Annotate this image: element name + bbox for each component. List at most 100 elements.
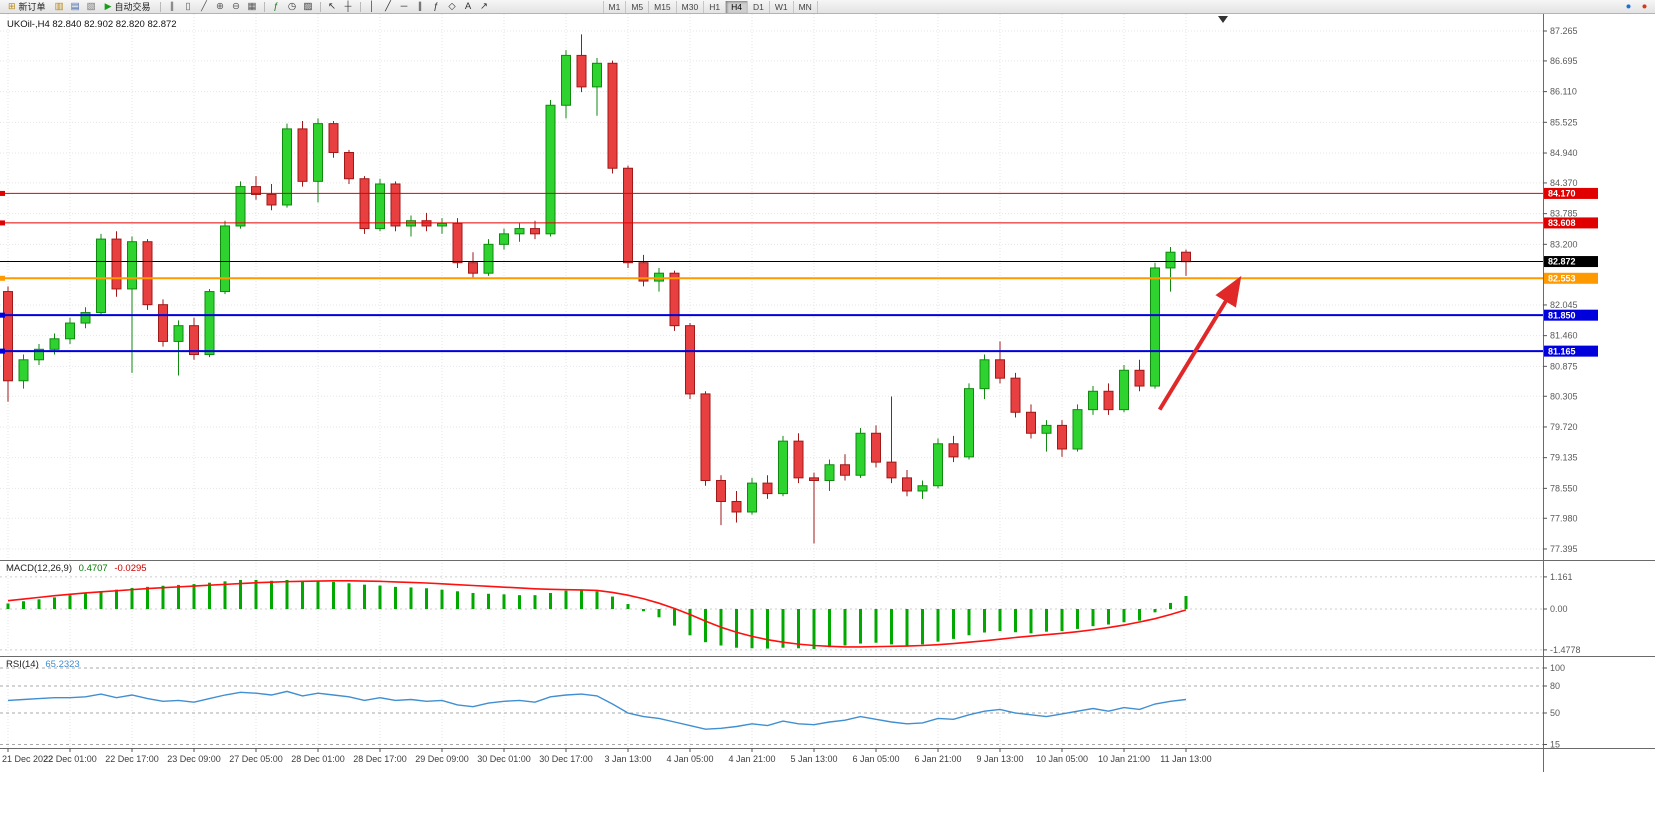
timeframe-mn[interactable]: MN	[794, 0, 818, 13]
news-icon[interactable]: ●	[1641, 1, 1648, 12]
macd-name: MACD(12,26,9)	[6, 563, 72, 574]
shapes-icon[interactable]: ◇	[448, 1, 456, 12]
bull-candle	[204, 291, 215, 356]
candlestick-chart-icon[interactable]: ▯	[185, 1, 191, 12]
tile-windows-icon[interactable]: ▦	[247, 1, 257, 12]
price-tick-label: 83.785	[1550, 209, 1578, 219]
data-window-icon[interactable]: ▤	[70, 1, 80, 12]
bull-candle	[917, 485, 928, 492]
bull-candle	[173, 325, 184, 342]
bear-candle	[607, 62, 618, 169]
text-tool-icon[interactable]: A	[464, 1, 472, 12]
arrows-tool-icon[interactable]: ↗	[480, 1, 488, 12]
macd-value: 0.4707	[78, 563, 108, 574]
bull-candle	[514, 228, 525, 235]
bear-candle	[793, 440, 804, 479]
vertical-line-icon[interactable]: │	[369, 1, 375, 12]
price-tick-label: 82.045	[1550, 300, 1578, 310]
bear-candle	[390, 183, 401, 227]
bear-candle	[902, 477, 912, 492]
bull-candle	[592, 62, 602, 88]
trendline-icon[interactable]: ╱	[385, 1, 391, 12]
time-axis-label: 6 Jan 21:00	[914, 754, 961, 764]
channel-icon[interactable]: ∥	[417, 1, 423, 12]
bar-chart-icon[interactable]: ∥	[169, 1, 175, 12]
chart-shift-marker-icon	[1218, 16, 1228, 23]
timeframe-h4[interactable]: H4	[726, 0, 748, 13]
bull-candle	[96, 238, 106, 314]
time-axis-label: 11 Jan 13:00	[1160, 754, 1211, 764]
bear-candle	[623, 167, 633, 264]
bear-candle	[297, 128, 308, 182]
price-badge-label: 81.850	[1548, 310, 1576, 320]
timeframe-m15[interactable]: M15	[649, 0, 677, 13]
bull-candle	[499, 233, 509, 245]
bull-candle	[824, 464, 835, 481]
timeframe-w1[interactable]: W1	[770, 0, 794, 13]
bull-candle	[933, 443, 943, 487]
toolbar-separator	[159, 1, 161, 12]
price-tick-label: 81.460	[1550, 331, 1578, 341]
price-tick-label: 77.980	[1550, 513, 1578, 523]
bull-candle	[49, 338, 60, 350]
time-axis-label: 10 Jan 05:00	[1036, 754, 1088, 764]
trend-arrow-annotation[interactable]	[1157, 275, 1242, 411]
rsi-scale-label: 80	[1550, 681, 1560, 691]
macd-signal-line	[7, 579, 1187, 648]
timeframe-m5[interactable]: M5	[626, 0, 650, 13]
bear-candle	[995, 359, 1005, 379]
price-tick-label: 80.305	[1550, 391, 1578, 401]
indicators-icon[interactable]: ƒ	[273, 1, 279, 12]
bull-candle	[654, 272, 664, 282]
crosshair-icon[interactable]: ┼	[344, 1, 352, 12]
timeframe-m30[interactable]: M30	[677, 0, 705, 13]
navigator-icon[interactable]: ▧	[86, 1, 96, 12]
zoom-in-icon[interactable]: ⊕	[216, 1, 224, 12]
horizontal-line-icon[interactable]: ─	[400, 1, 408, 12]
fibonacci-icon[interactable]: ƒ	[433, 1, 439, 12]
bear-candle	[468, 262, 478, 274]
mql-community-icon[interactable]: ●	[1625, 1, 1632, 12]
time-axis-label: 30 Dec 17:00	[539, 754, 593, 764]
timeframe-d1[interactable]: D1	[748, 0, 770, 13]
periods-icon[interactable]: ◷	[287, 1, 297, 12]
bull-candle	[127, 241, 137, 290]
cursor-icon[interactable]: ↖	[328, 1, 336, 12]
chart-title: UKOil-,H4 82.840 82.902 82.820 82.872	[7, 19, 177, 30]
price-tick-label: 84.370	[1550, 178, 1578, 188]
market-watch-icon[interactable]: ▥	[54, 1, 64, 12]
bear-candle	[840, 464, 850, 476]
price-tick-label: 79.135	[1550, 453, 1578, 463]
templates-icon[interactable]: ▨	[303, 1, 313, 12]
bear-candle	[700, 393, 711, 481]
new-order-icon: ⊞	[8, 1, 16, 11]
new-order-button[interactable]: ⊞ 新订单	[3, 0, 51, 13]
line-chart-icon[interactable]: ╱	[201, 1, 207, 12]
bull-candle	[1150, 267, 1160, 387]
zoom-out-icon[interactable]: ⊖	[232, 1, 240, 12]
timeframe-m1[interactable]: M1	[604, 0, 627, 13]
bear-candle	[948, 443, 959, 458]
bull-candle	[1088, 390, 1098, 411]
bull-candle	[483, 243, 494, 274]
autotrading-button[interactable]: ▶ 自动交易	[100, 0, 156, 13]
bear-candle	[158, 304, 168, 342]
bear-candle	[530, 228, 540, 235]
bull-candle	[1072, 409, 1083, 450]
timeframe-h1[interactable]: H1	[704, 0, 727, 13]
bear-candle	[111, 238, 122, 290]
bull-candle	[1041, 424, 1052, 434]
toolbar-separator	[359, 1, 361, 12]
price-tick-label: 85.525	[1550, 117, 1578, 127]
time-axis-label: 5 Jan 13:00	[790, 754, 837, 764]
rsi-line	[7, 690, 1187, 730]
bear-candle	[1057, 424, 1067, 450]
bear-candle	[762, 482, 773, 495]
time-axis-label: 29 Dec 09:00	[415, 754, 469, 764]
time-axis-label: 6 Jan 05:00	[852, 754, 899, 764]
time-axis-label: 28 Dec 17:00	[353, 754, 407, 764]
price-tick-label: 86.695	[1550, 56, 1578, 66]
price-badge-label: 82.872	[1548, 257, 1576, 267]
price-tick-label: 84.940	[1550, 148, 1578, 158]
